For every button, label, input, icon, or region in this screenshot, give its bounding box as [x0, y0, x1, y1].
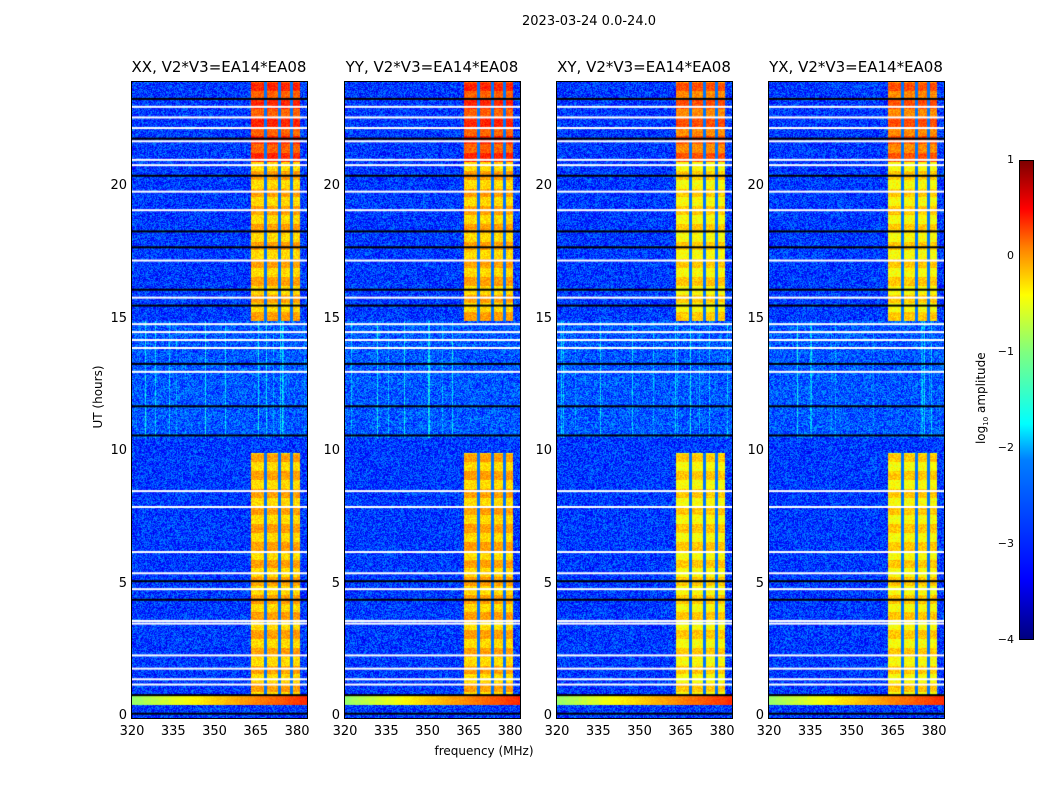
heatmap-cells: [345, 82, 520, 718]
y-tick-label: 15: [323, 310, 340, 326]
panel-title: YY, V2*V3=EA14*EA08: [345, 58, 519, 76]
x-tick-label: 320: [756, 724, 782, 739]
x-tick-label: 335: [585, 724, 611, 739]
y-tick-label: 5: [543, 575, 552, 591]
colorbar-tick-label: −1: [997, 345, 1014, 358]
colorbar: [1019, 160, 1034, 640]
heatmap-panel: [768, 81, 945, 719]
x-tick-label: 380: [921, 724, 947, 739]
x-tick-label: 380: [497, 724, 523, 739]
x-tick-label: 380: [709, 724, 735, 739]
y-tick-label: 0: [118, 708, 127, 723]
y-tick-label: 10: [110, 443, 127, 458]
heatmap-cells: [132, 82, 307, 718]
x-tick-label: 365: [880, 724, 906, 739]
x-tick-label: 335: [797, 724, 823, 739]
y-tick-label: 15: [110, 310, 127, 326]
panel-title: XY, V2*V3=EA14*EA08: [557, 58, 731, 76]
x-tick-label: 335: [160, 724, 186, 739]
y-tick-label: 5: [755, 575, 764, 591]
colorbar-tick-label: −4: [997, 633, 1014, 646]
x-tick-label: 350: [202, 724, 227, 739]
y-tick-label: 5: [118, 575, 127, 591]
x-tick-label: 335: [373, 724, 399, 739]
colorbar-label: log10 amplitude: [973, 352, 991, 445]
heatmap-cells: [769, 82, 944, 718]
y-tick-label: 5: [331, 575, 340, 591]
y-axis-label: UT (hours): [91, 365, 105, 429]
figure-title: 2023-03-24 0.0-24.0: [522, 14, 656, 29]
y-tick-label: 10: [535, 443, 552, 458]
x-tick-label: 365: [243, 724, 269, 739]
heatmap-panel: [344, 81, 521, 719]
y-tick-label: 20: [323, 178, 340, 193]
x-tick-label: 380: [284, 724, 310, 739]
colorbar-tick-label: −2: [997, 441, 1014, 454]
x-tick-label: 365: [668, 724, 694, 739]
y-tick-label: 20: [110, 178, 127, 193]
x-tick-label: 320: [119, 724, 145, 739]
y-tick-label: 0: [755, 708, 764, 723]
y-tick-label: 0: [543, 708, 552, 723]
x-tick-label: 365: [456, 724, 482, 739]
y-tick-label: 10: [747, 443, 764, 458]
x-tick-label: 320: [332, 724, 358, 739]
colorbar-tick-label: 0: [1007, 249, 1014, 262]
x-tick-label: 350: [839, 724, 864, 739]
x-tick-label: 320: [544, 724, 570, 739]
y-tick-label: 0: [331, 708, 340, 723]
y-tick-label: 20: [535, 178, 552, 193]
panel-title: XX, V2*V3=EA14*EA08: [131, 58, 307, 76]
y-tick-label: 20: [747, 178, 764, 193]
heatmap-panel: [556, 81, 733, 719]
x-tick-label: 350: [627, 724, 652, 739]
colorbar-tick-label: 1: [1007, 153, 1014, 166]
heatmap-cells: [557, 82, 732, 718]
heatmap-panel: [131, 81, 308, 719]
x-axis-label: frequency (MHz): [434, 744, 534, 758]
y-tick-label: 10: [323, 443, 340, 458]
colorbar-tick-label: −3: [997, 537, 1014, 550]
x-tick-label: 350: [415, 724, 440, 739]
y-tick-label: 15: [535, 310, 552, 326]
y-tick-label: 15: [747, 310, 764, 326]
panel-title: YX, V2*V3=EA14*EA08: [769, 58, 943, 76]
